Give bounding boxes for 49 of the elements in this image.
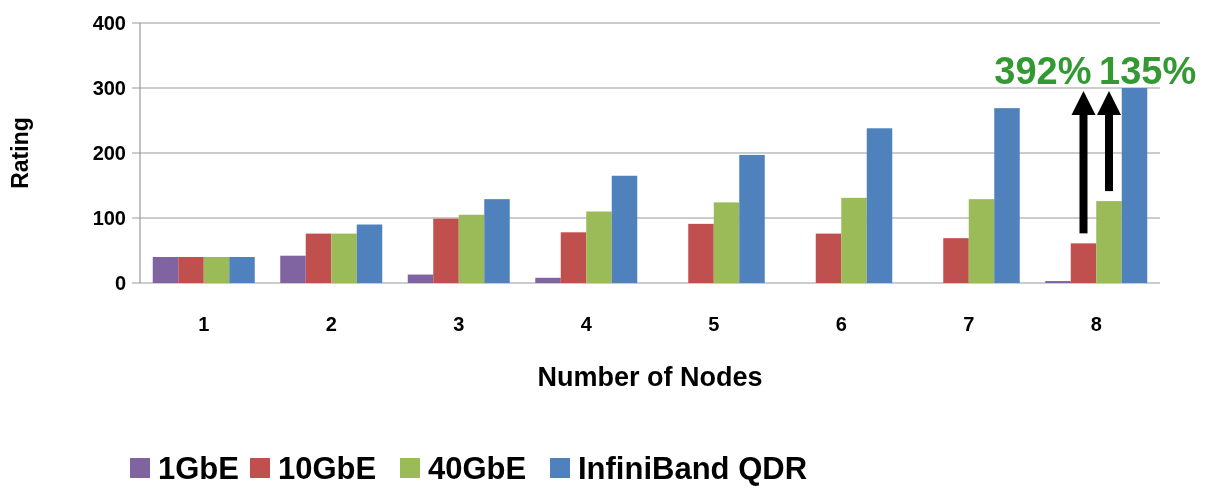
- bar: [1096, 201, 1122, 283]
- bar: [943, 238, 969, 283]
- x-tick-label: 5: [708, 313, 720, 335]
- x-tick-label: 7: [963, 313, 975, 335]
- bar: [560, 232, 587, 283]
- bar: [713, 202, 740, 283]
- bar: [688, 223, 714, 283]
- y-axis-title: Rating: [7, 117, 33, 189]
- bar: [994, 108, 1020, 283]
- y-tick-label: 300: [92, 77, 126, 99]
- bar: [866, 128, 893, 283]
- bar: [535, 277, 561, 283]
- bar: [331, 233, 357, 283]
- bar: [407, 274, 434, 283]
- bar: [356, 224, 383, 283]
- x-tick-label: 4: [580, 313, 593, 335]
- bar: [280, 255, 306, 283]
- bar: [484, 199, 510, 283]
- bar: [1070, 243, 1097, 283]
- annotation: 392%: [994, 50, 1092, 92]
- y-tick-label: 200: [92, 142, 126, 164]
- bar: [611, 175, 638, 283]
- bar: [739, 154, 765, 283]
- bar: [305, 233, 332, 283]
- bar: [458, 214, 485, 283]
- bar: [968, 199, 995, 283]
- y-tick-label: 0: [114, 272, 126, 294]
- annotation: 135%: [1099, 50, 1197, 92]
- x-tick-label: 3: [453, 313, 465, 335]
- y-tick-label: 400: [92, 12, 126, 34]
- x-tick-label: 2: [325, 313, 337, 335]
- bar: [433, 218, 459, 283]
- y-tick-label: 100: [92, 207, 126, 229]
- bar: [815, 233, 842, 283]
- x-axis-title: Number of Nodes: [537, 362, 763, 392]
- bar: [178, 257, 204, 283]
- x-tick-label: 6: [835, 313, 847, 335]
- bar: [152, 257, 179, 283]
- legend-label: 10GbE: [278, 450, 377, 486]
- bar: [1121, 88, 1148, 283]
- legend-label: 40GbE: [428, 450, 527, 486]
- x-tick-label: 1: [198, 313, 210, 335]
- bar: [841, 197, 867, 283]
- bar: [229, 257, 255, 283]
- bar: [586, 211, 612, 283]
- x-tick-label: 8: [1090, 313, 1102, 335]
- legend-label: InfiniBand QDR: [578, 450, 808, 486]
- bar: [203, 257, 230, 283]
- legend-label: 1GbE: [158, 450, 239, 486]
